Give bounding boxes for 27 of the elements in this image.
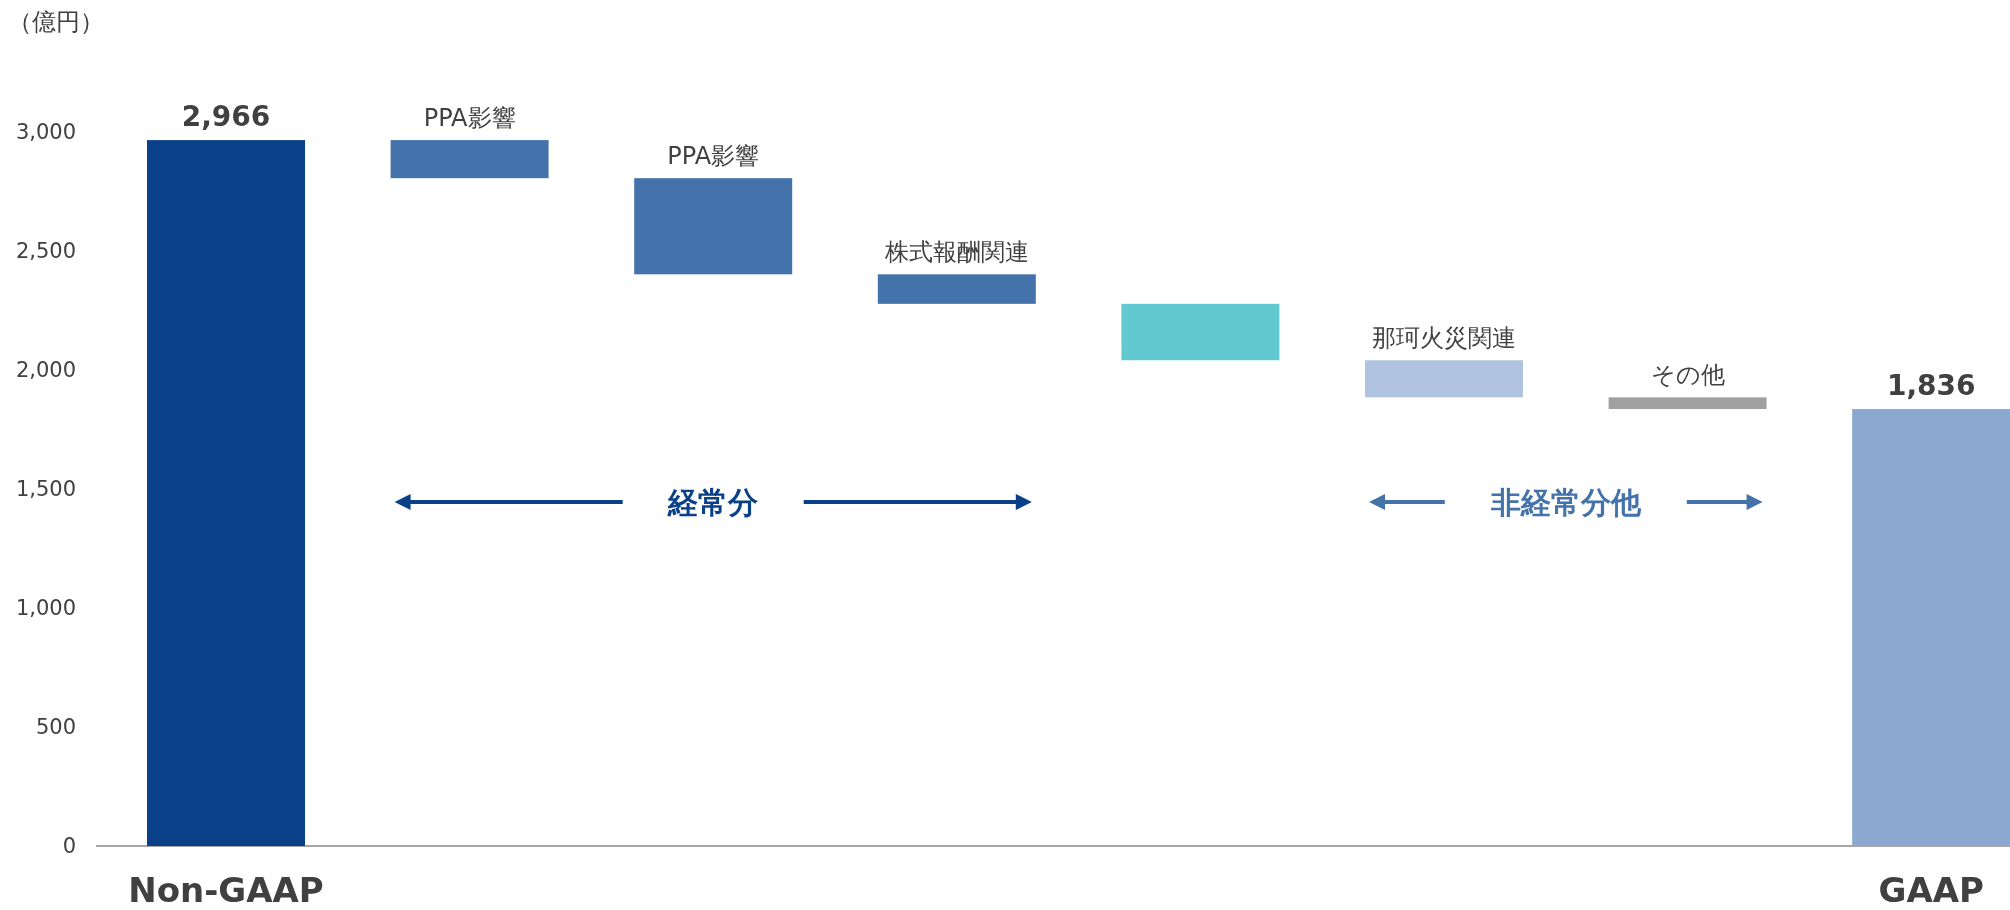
y-tick-label: 0 bbox=[62, 834, 76, 858]
annotation: 経常分 bbox=[667, 485, 759, 520]
x-tick-label: 株式報酬関連 bbox=[883, 238, 1029, 267]
x-tick-label: PPA影響 bbox=[667, 142, 760, 171]
y-tick-label: 500 bbox=[35, 715, 76, 739]
y-tick-label: 1,000 bbox=[15, 596, 76, 620]
data-label: 2,966 bbox=[181, 100, 271, 134]
x-tick-label: 那珂火災関連 bbox=[1372, 324, 1516, 353]
y-axis-title: （億円） bbox=[8, 8, 104, 36]
x-tick-label: PPA影響 bbox=[423, 104, 516, 133]
annotation: 非経常分他 bbox=[1489, 485, 1642, 520]
x-tick-label: Non-GAAP bbox=[128, 870, 324, 910]
x-tick-label: GAAP bbox=[1878, 870, 1984, 910]
x-tick-label: その他 bbox=[1650, 361, 1725, 390]
bar bbox=[390, 140, 549, 179]
data-label: 1,836 bbox=[1886, 369, 1976, 403]
bar bbox=[147, 140, 305, 846]
bar bbox=[877, 274, 1036, 304]
bar bbox=[1852, 409, 2010, 846]
y-tick-label: 1,500 bbox=[15, 477, 76, 501]
bar bbox=[634, 178, 793, 275]
bar bbox=[1365, 360, 1523, 398]
y-tick-label: 2,000 bbox=[15, 358, 76, 382]
bar bbox=[1608, 397, 1767, 410]
bar bbox=[1121, 303, 1280, 361]
y-tick-label: 2,500 bbox=[15, 239, 76, 263]
y-tick-label: 3,000 bbox=[15, 120, 76, 144]
